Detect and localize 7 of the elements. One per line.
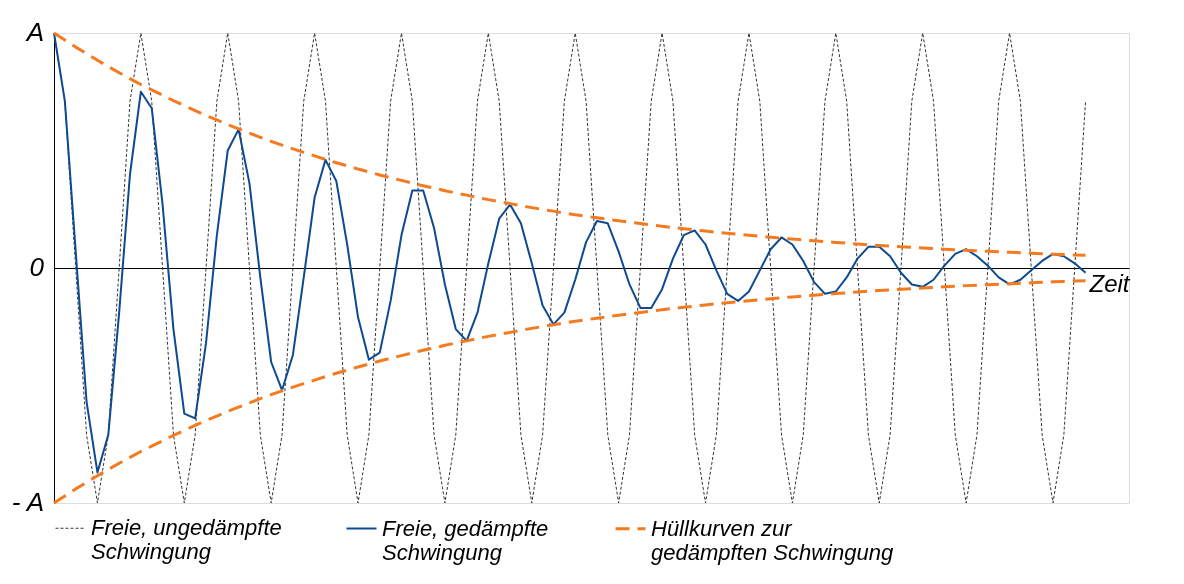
text: 0 (29, 252, 45, 282)
legend-label: Freie, ungedämpfte Schwingung (91, 515, 282, 565)
legend-label: Freie, gedämpfte Schwingung (382, 515, 549, 565)
text: A (24, 17, 44, 47)
text: - A (11, 487, 44, 517)
legend-label: Hüllkurven zur gedämpften Schwingung (651, 515, 894, 565)
x-axis-title: Zeit (1088, 269, 1131, 297)
